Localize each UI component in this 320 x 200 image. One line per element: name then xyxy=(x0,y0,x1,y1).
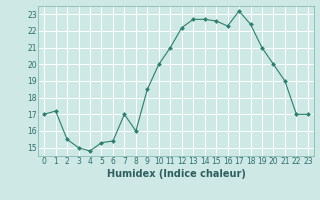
X-axis label: Humidex (Indice chaleur): Humidex (Indice chaleur) xyxy=(107,169,245,179)
